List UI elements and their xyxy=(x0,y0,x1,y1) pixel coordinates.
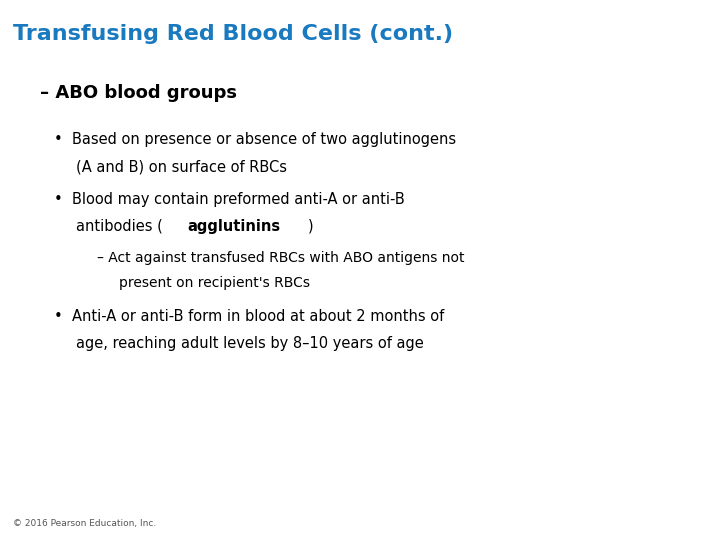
Text: © 2016 Pearson Education, Inc.: © 2016 Pearson Education, Inc. xyxy=(13,519,156,528)
Text: age, reaching adult levels by 8–10 years of age: age, reaching adult levels by 8–10 years… xyxy=(76,336,423,351)
Text: ): ) xyxy=(308,219,313,234)
Text: (A and B) on surface of RBCs: (A and B) on surface of RBCs xyxy=(76,159,287,174)
Text: – Act against transfused RBCs with ABO antigens not: – Act against transfused RBCs with ABO a… xyxy=(97,251,464,265)
Text: •  Based on presence or absence of two agglutinogens: • Based on presence or absence of two ag… xyxy=(54,132,456,147)
Text: – ABO blood groups: – ABO blood groups xyxy=(40,84,237,102)
Text: antibodies (: antibodies ( xyxy=(76,219,163,234)
Text: •  Blood may contain preformed anti-A or anti-B: • Blood may contain preformed anti-A or … xyxy=(54,192,405,207)
Text: Transfusing Red Blood Cells (cont.): Transfusing Red Blood Cells (cont.) xyxy=(13,24,453,44)
Text: •  Anti-A or anti-B form in blood at about 2 months of: • Anti-A or anti-B form in blood at abou… xyxy=(54,309,444,324)
Text: present on recipient's RBCs: present on recipient's RBCs xyxy=(119,276,310,291)
Text: agglutinins: agglutinins xyxy=(188,219,281,234)
